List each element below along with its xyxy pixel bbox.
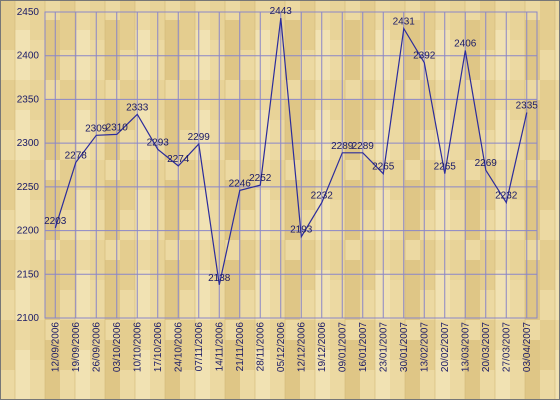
value-label: 2232: [495, 191, 518, 202]
y-tick-label: 2350: [17, 94, 40, 105]
x-tick-label: 05/12/2006: [276, 322, 287, 372]
value-label: 2269: [475, 158, 498, 169]
value-label: 2335: [516, 101, 539, 112]
x-tick-label: 21/11/2006: [235, 322, 246, 372]
value-label: 2333: [126, 102, 149, 113]
value-label: 2443: [270, 6, 293, 17]
x-tick-label: 27/03/2007: [501, 322, 512, 372]
value-label: 2274: [167, 154, 190, 165]
value-label: 2278: [65, 150, 88, 161]
x-tick-label: 16/01/2007: [358, 322, 369, 372]
x-tick-label: 03/04/2007: [522, 322, 533, 372]
value-label: 2203: [44, 216, 67, 227]
value-label: 2293: [147, 137, 170, 148]
value-label: 2252: [249, 173, 272, 184]
x-tick-label: 23/01/2007: [378, 322, 389, 372]
y-tick-label: 2300: [17, 138, 40, 149]
y-tick-label: 2100: [17, 313, 40, 324]
x-tick-label: 20/02/2007: [440, 322, 451, 372]
x-tick-label: 19/12/2006: [317, 322, 328, 372]
x-tick-label: 26/09/2006: [91, 322, 102, 372]
y-tick-label: 2400: [17, 51, 40, 62]
value-label: 2392: [413, 51, 436, 62]
y-tick-label: 2250: [17, 182, 40, 193]
x-tick-label: 30/01/2007: [399, 322, 410, 372]
x-tick-label: 12/12/2006: [296, 322, 307, 372]
value-label: 2246: [229, 178, 252, 189]
value-label: 2265: [434, 162, 457, 173]
x-tick-label: 09/01/2007: [337, 322, 348, 372]
y-tick-label: 2150: [17, 269, 40, 280]
x-tick-label: 14/11/2006: [214, 322, 225, 372]
x-tick-label: 12/09/2006: [50, 322, 61, 372]
y-tick-label: 2200: [17, 226, 40, 237]
x-tick-label: 13/02/2007: [419, 322, 430, 372]
value-label: 2299: [188, 132, 211, 143]
value-label: 2193: [290, 225, 313, 236]
x-tick-label: 24/10/2006: [173, 322, 184, 372]
value-label: 2138: [208, 273, 231, 284]
value-label: 2232: [311, 191, 334, 202]
value-label: 2289: [352, 141, 375, 152]
x-tick-label: 03/10/2006: [112, 322, 123, 372]
value-label: 2406: [454, 38, 477, 49]
x-tick-label: 19/09/2006: [71, 322, 82, 372]
y-tick-label: 2450: [17, 7, 40, 18]
x-tick-label: 07/11/2006: [194, 322, 205, 372]
value-label: 2431: [393, 17, 416, 28]
x-tick-label: 17/10/2006: [153, 322, 164, 372]
x-tick-label: 28/11/2006: [255, 322, 266, 372]
value-label: 2265: [372, 162, 395, 173]
x-tick-label: 20/03/2007: [481, 322, 492, 372]
x-tick-label: 10/10/2006: [132, 322, 143, 372]
data-line: [54, 18, 528, 285]
x-tick-label: 13/03/2007: [460, 322, 471, 372]
value-label: 2289: [331, 141, 354, 152]
value-label: 2309: [85, 123, 108, 134]
value-label: 2310: [106, 122, 129, 133]
